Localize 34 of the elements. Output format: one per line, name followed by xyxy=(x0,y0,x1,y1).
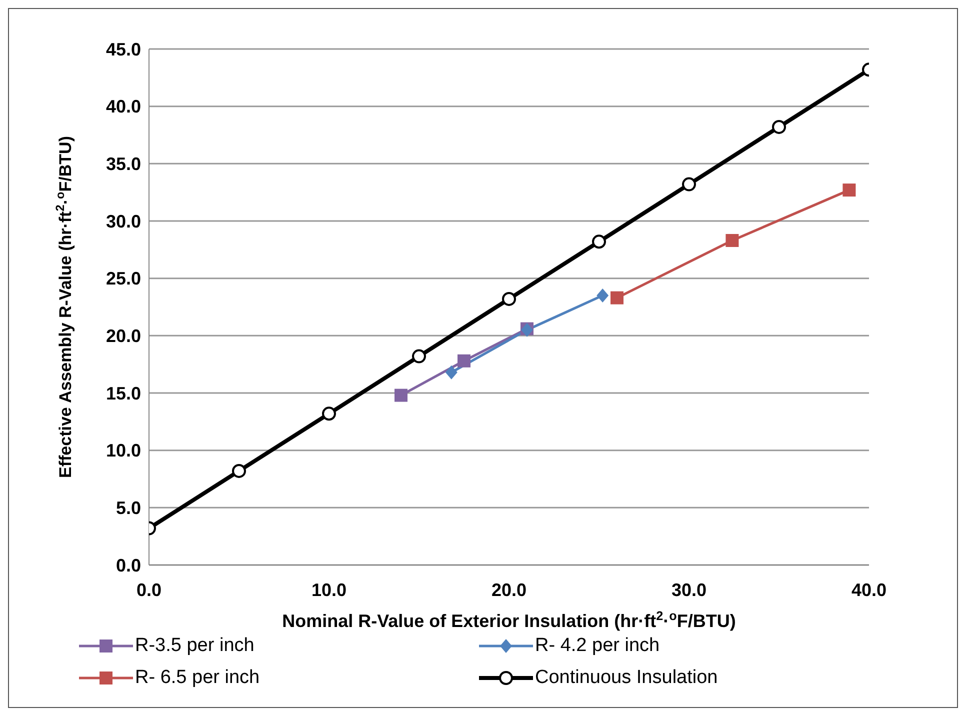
point xyxy=(412,349,426,364)
point xyxy=(458,354,470,368)
point xyxy=(842,184,856,197)
y-tick-label: 5.0 xyxy=(116,498,141,518)
y-tick-label: 20.0 xyxy=(106,326,141,346)
y-tick-label: 10.0 xyxy=(106,440,141,461)
y-tick-label: 0.0 xyxy=(116,555,141,576)
y-tick-label: 30.0 xyxy=(106,211,141,232)
legend-label: R-3.5 per inch xyxy=(135,635,254,657)
point xyxy=(682,177,696,192)
y-tick-label: 15.0 xyxy=(106,383,141,404)
point xyxy=(394,388,408,402)
point xyxy=(726,234,739,247)
point xyxy=(502,292,516,306)
y-tick-label: 45.0 xyxy=(106,39,141,60)
legend-label: Continuous Insulation xyxy=(535,667,718,689)
x-tick-label: 30.0 xyxy=(671,580,707,600)
point xyxy=(232,464,246,478)
point xyxy=(592,234,606,249)
point xyxy=(445,365,458,380)
x-axis-title: Nominal R-Value of Exterior Insulation (hr·ft$^{2}$·$^{o}$F/BTU) xyxy=(282,609,736,631)
point xyxy=(322,406,336,421)
point xyxy=(772,120,786,134)
point xyxy=(610,291,624,304)
x-tick-label: 20.0 xyxy=(491,580,527,600)
x-tick-label: 0.0 xyxy=(136,580,162,600)
y-tick-label: 25.0 xyxy=(106,268,141,289)
y-tick-label: 35.0 xyxy=(106,154,141,174)
point xyxy=(596,288,609,303)
x-tick-label: 10.0 xyxy=(311,580,347,600)
legend-label: R- 4.2 per inch xyxy=(535,635,660,657)
y-tick-label: 40.0 xyxy=(106,96,141,117)
legend-label: R- 6.5 per inch xyxy=(135,667,260,689)
x-tick-label: 40.0 xyxy=(851,580,887,600)
